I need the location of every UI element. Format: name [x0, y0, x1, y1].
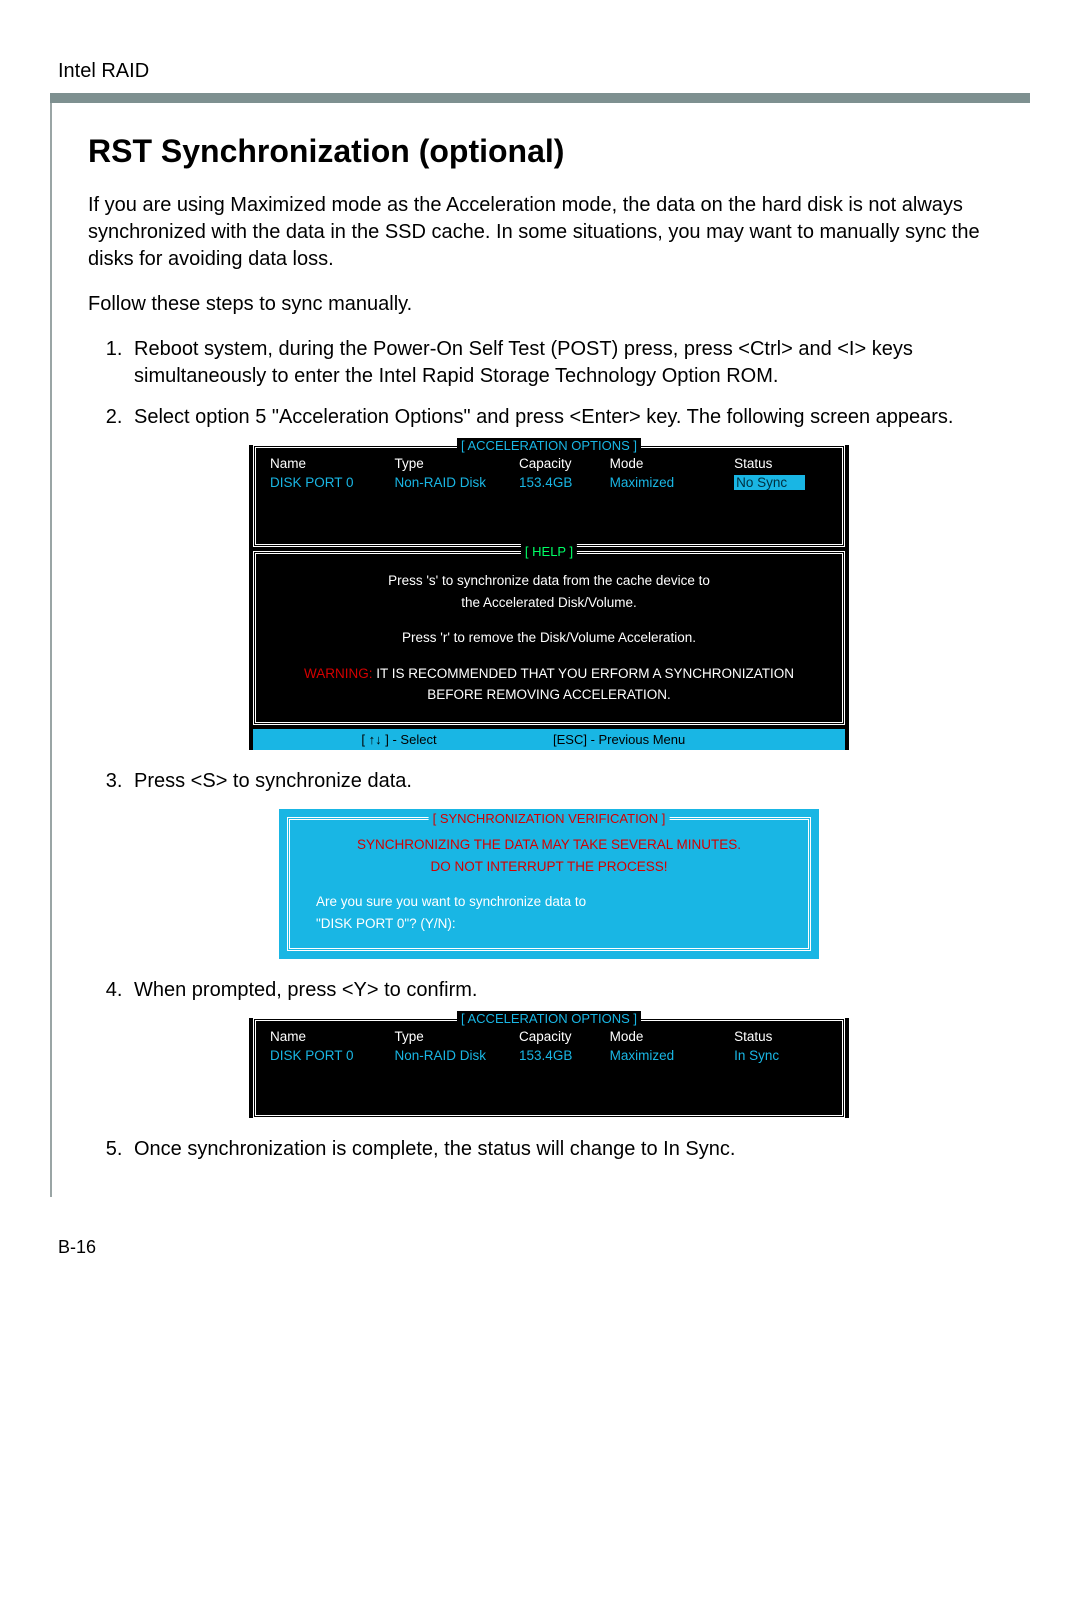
accel-table: Name Type Capacity Mode Status DISK PORT…: [266, 454, 832, 492]
footer-left: [ ↑↓ ] - Select: [253, 732, 545, 747]
header-label: Intel RAID: [58, 60, 1030, 83]
follow-paragraph: Follow these steps to sync manually.: [88, 291, 1010, 318]
accel-options-box: [ ACCELERATION OPTIONS ] Name Type Capac…: [253, 445, 845, 547]
accel-header-row: Name Type Capacity Mode Status: [266, 454, 832, 473]
accel-box-title: [ ACCELERATION OPTIONS ]: [457, 438, 641, 453]
terminal-sync-verification: [ SYNCHRONIZATION VERIFICATION ] SYNCHRO…: [279, 809, 819, 959]
accel-data-row: DISK PORT 0 Non-RAID Disk 153.4GB Maximi…: [266, 473, 832, 492]
step-4: When prompted, press <Y> to confirm.: [128, 977, 1010, 1004]
help-warning-2: BEFORE REMOVING ACCELERATION.: [272, 684, 826, 706]
col-type: Type: [391, 454, 516, 473]
steps-list-3: Press <S> to synchronize data.: [88, 768, 1010, 795]
help-line-2: the Accelerated Disk/Volume.: [272, 592, 826, 614]
accel-insync-title: [ ACCELERATION OPTIONS ]: [457, 1011, 641, 1026]
cell-name: DISK PORT 0: [266, 473, 391, 492]
accel-insync-box: [ ACCELERATION OPTIONS ] Name Type Capac…: [253, 1018, 845, 1118]
step-5: Once synchronization is complete, the st…: [128, 1136, 1010, 1163]
step-1: Reboot system, during the Power-On Self …: [128, 336, 1010, 390]
page-title: RST Synchronization (optional): [88, 133, 1010, 170]
divider-bar: [50, 93, 1030, 103]
sync-line-2: DO NOT INTERRUPT THE PROCESS!: [308, 856, 790, 878]
help-line-1: Press 's' to synchronize data from the c…: [272, 570, 826, 592]
accel-insync-table: Name Type Capacity Mode Status DISK PORT…: [266, 1027, 832, 1065]
help-box-title: [ HELP ]: [521, 544, 577, 559]
terminal-footer: [ ↑↓ ] - Select [ESC] - Previous Menu: [253, 729, 845, 750]
content-area: RST Synchronization (optional) If you ar…: [50, 103, 1030, 1197]
help-warning: WARNING: IT IS RECOMMENDED THAT YOU ERFO…: [272, 663, 826, 685]
col-mode: Mode: [606, 454, 731, 473]
cell-status: No Sync: [730, 473, 832, 492]
col-name: Name: [266, 454, 391, 473]
sync-line-4: "DISK PORT 0"? (Y/N):: [308, 913, 790, 935]
steps-list-5: Once synchronization is complete, the st…: [88, 1136, 1010, 1163]
terminal-accel-insync: [ ACCELERATION OPTIONS ] Name Type Capac…: [249, 1018, 849, 1118]
footer-right: [ESC] - Previous Menu: [545, 732, 845, 747]
sync-line-1: SYNCHRONIZING THE DATA MAY TAKE SEVERAL …: [308, 834, 790, 856]
cell-capacity: 153.4GB: [515, 473, 606, 492]
accel-insync-data-row: DISK PORT 0 Non-RAID Disk 153.4GB Maximi…: [266, 1046, 832, 1065]
help-line-3: Press 'r' to remove the Disk/Volume Acce…: [272, 627, 826, 649]
step-3: Press <S> to synchronize data.: [128, 768, 1010, 795]
sync-line-3: Are you sure you want to synchronize dat…: [308, 891, 790, 913]
sync-box: [ SYNCHRONIZATION VERIFICATION ] SYNCHRO…: [287, 817, 811, 951]
terminal-accel-options: [ ACCELERATION OPTIONS ] Name Type Capac…: [249, 445, 849, 750]
page: Intel RAID RST Synchronization (optional…: [0, 0, 1080, 1298]
help-text: Press 's' to synchronize data from the c…: [266, 560, 832, 716]
page-number: B-16: [58, 1237, 1030, 1258]
steps-list-4: When prompted, press <Y> to confirm.: [88, 977, 1010, 1004]
step-2: Select option 5 "Acceleration Options" a…: [128, 404, 1010, 431]
steps-list: Reboot system, during the Power-On Self …: [88, 336, 1010, 431]
cell-type: Non-RAID Disk: [391, 473, 516, 492]
intro-paragraph: If you are using Maximized mode as the A…: [88, 192, 1010, 273]
col-status: Status: [730, 454, 832, 473]
cell-mode: Maximized: [606, 473, 731, 492]
col-capacity: Capacity: [515, 454, 606, 473]
accel-insync-header-row: Name Type Capacity Mode Status: [266, 1027, 832, 1046]
help-box: [ HELP ] Press 's' to synchronize data f…: [253, 551, 845, 725]
sync-box-title: [ SYNCHRONIZATION VERIFICATION ]: [429, 811, 670, 826]
